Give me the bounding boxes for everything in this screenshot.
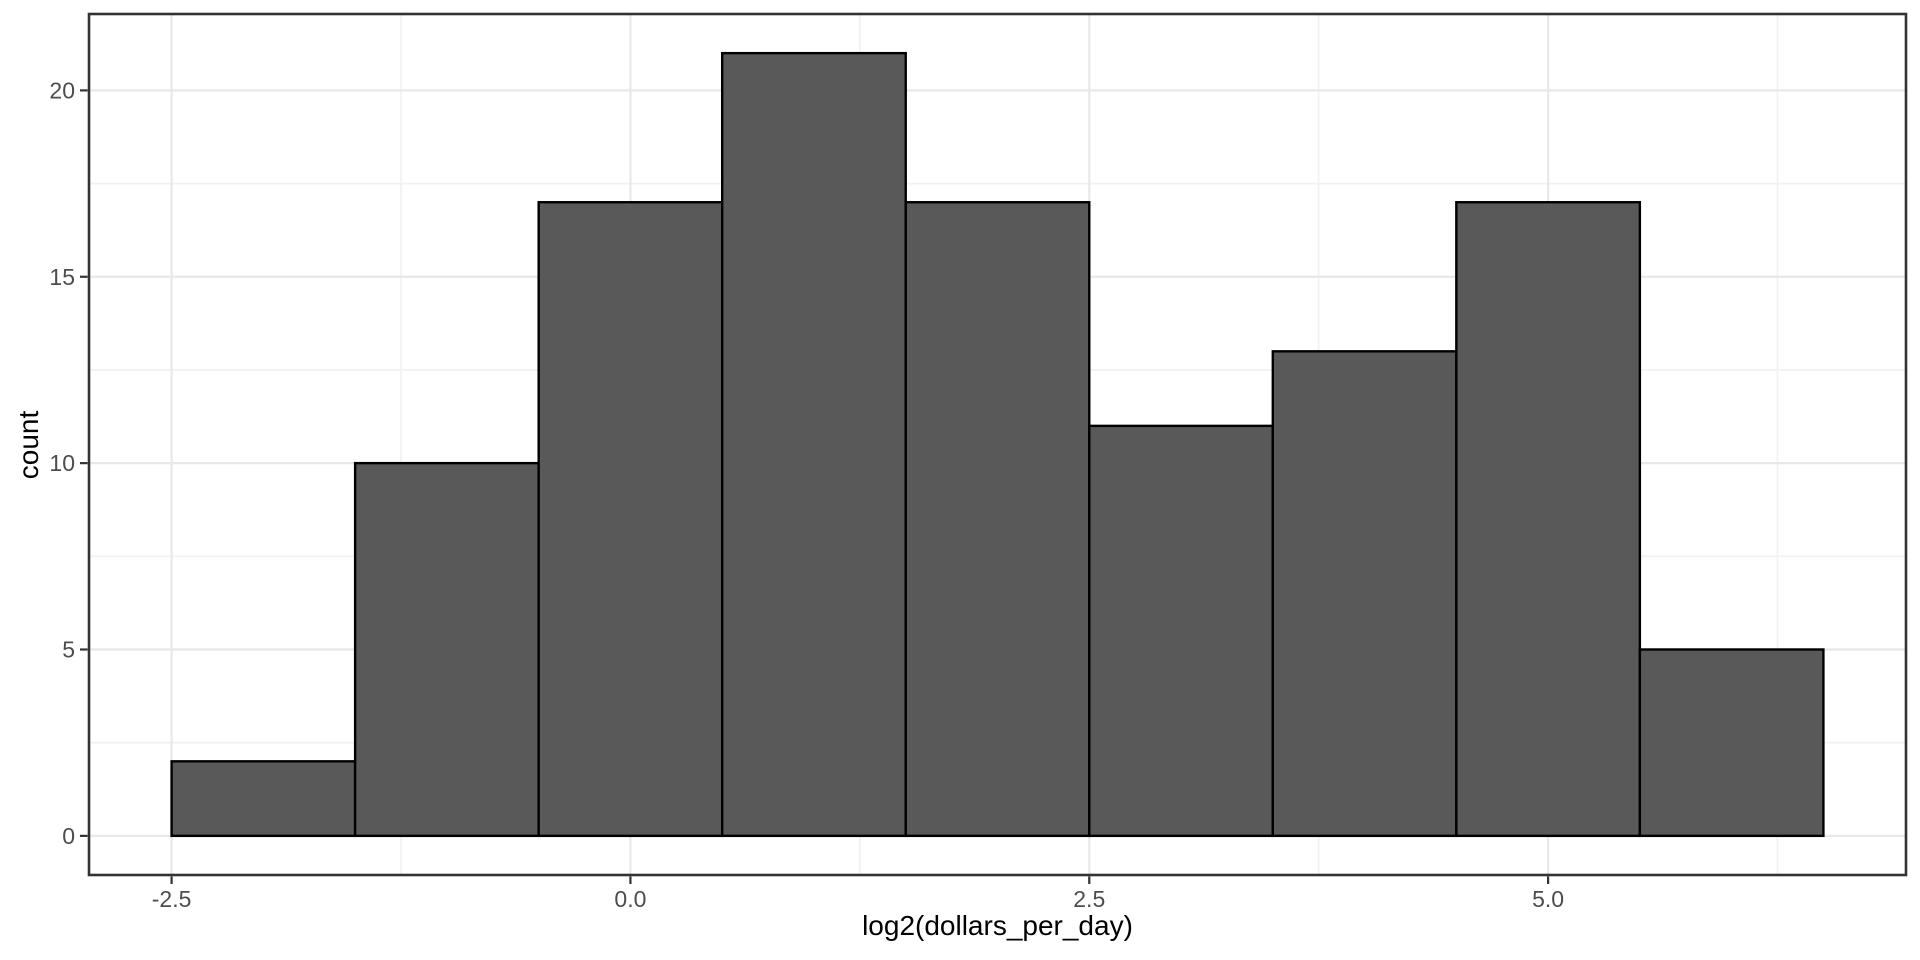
histogram-bar xyxy=(353,461,540,838)
y-tick-label: 15 xyxy=(49,264,75,290)
y-axis: 0 5 10 15 20 xyxy=(49,77,88,849)
x-tick-label: 2.5 xyxy=(1073,886,1105,912)
panel-border xyxy=(87,12,1908,877)
histogram-bar xyxy=(720,51,907,838)
histogram-bar xyxy=(537,201,724,838)
histogram-bar xyxy=(1088,424,1275,838)
x-tick-label: -2.5 xyxy=(152,886,192,912)
y-axis-title: count xyxy=(13,410,44,479)
x-axis: -2.5 0.0 2.5 5.0 xyxy=(152,876,1564,912)
x-tick-label: 5.0 xyxy=(1532,886,1564,912)
x-tick-label: 0.0 xyxy=(614,886,646,912)
y-tick-label: 0 xyxy=(62,823,75,849)
histogram-bars xyxy=(170,51,1825,838)
y-tick-label: 10 xyxy=(49,450,75,476)
histogram-bar xyxy=(1638,648,1825,838)
y-tick-label: 5 xyxy=(62,637,75,663)
histogram-bar xyxy=(1455,201,1642,838)
histogram-bar xyxy=(1271,350,1458,838)
y-tick-label: 20 xyxy=(49,77,75,103)
histogram-bar xyxy=(170,760,357,838)
histogram-bar xyxy=(904,201,1091,838)
x-axis-title: log2(dollars_per_day) xyxy=(862,910,1133,941)
